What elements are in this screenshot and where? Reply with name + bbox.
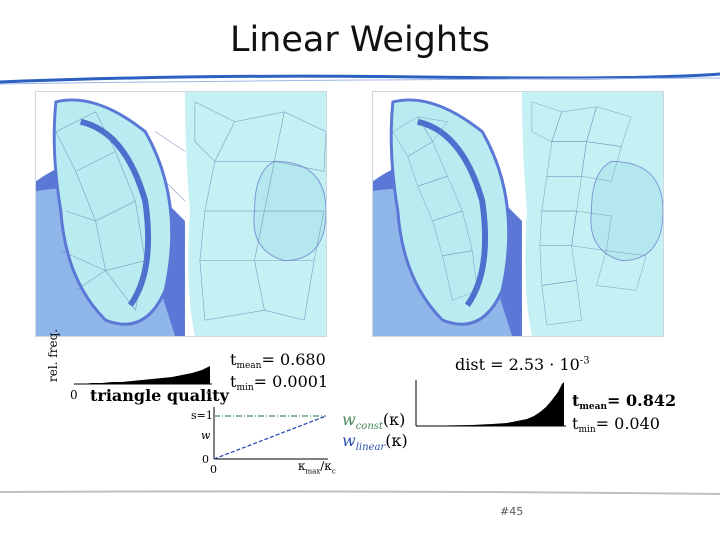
dist-exponent: -3	[579, 355, 590, 367]
left-histogram-x-label: triangle quality	[90, 386, 229, 405]
left-t-min-value: = 0.0001	[253, 372, 329, 391]
right-t-min-value: = 0.040	[595, 414, 660, 433]
dist-value: dist = 2.53 · 10	[455, 355, 580, 374]
mesh-render-left	[35, 91, 327, 337]
linear-weight-line	[213, 415, 327, 460]
left-histogram	[74, 366, 212, 385]
left-t-mean-value: = 0.680	[261, 350, 326, 369]
left-histogram-x-max: 1	[206, 388, 214, 402]
histogram-bars	[74, 366, 210, 384]
footer-divider	[0, 490, 720, 495]
weight-x-label: κmax/κc	[298, 459, 336, 476]
right-t-mean-value: = 0.842	[607, 391, 677, 410]
left-t-mean: tmean= 0.680	[230, 350, 326, 371]
right-t-min: tmin= 0.040	[572, 414, 660, 435]
legend-const: wconst(κ)	[342, 410, 406, 433]
weight-s-label: s=1	[191, 409, 213, 422]
left-histogram-y-label: rel. freq.	[46, 328, 60, 382]
right-t-mean: tmean= 0.842	[572, 391, 677, 412]
slide-title: Linear Weights	[229, 20, 491, 60]
page-number: #45	[500, 505, 524, 518]
dist-label: dist = 2.53 · 10-3	[455, 355, 590, 374]
weight-x-zero: 0	[210, 463, 217, 476]
mesh-render-right	[372, 91, 664, 337]
left-t-min: tmin= 0.0001	[230, 372, 329, 393]
weight-w-label: w	[201, 429, 211, 442]
weight-y-zero: 0	[202, 453, 209, 466]
legend-linear: wlinear(κ)	[342, 431, 408, 454]
right-histogram	[415, 380, 566, 427]
left-histogram-x-min: 0	[70, 388, 78, 402]
header-divider	[0, 72, 720, 85]
weight-plot	[213, 407, 328, 460]
